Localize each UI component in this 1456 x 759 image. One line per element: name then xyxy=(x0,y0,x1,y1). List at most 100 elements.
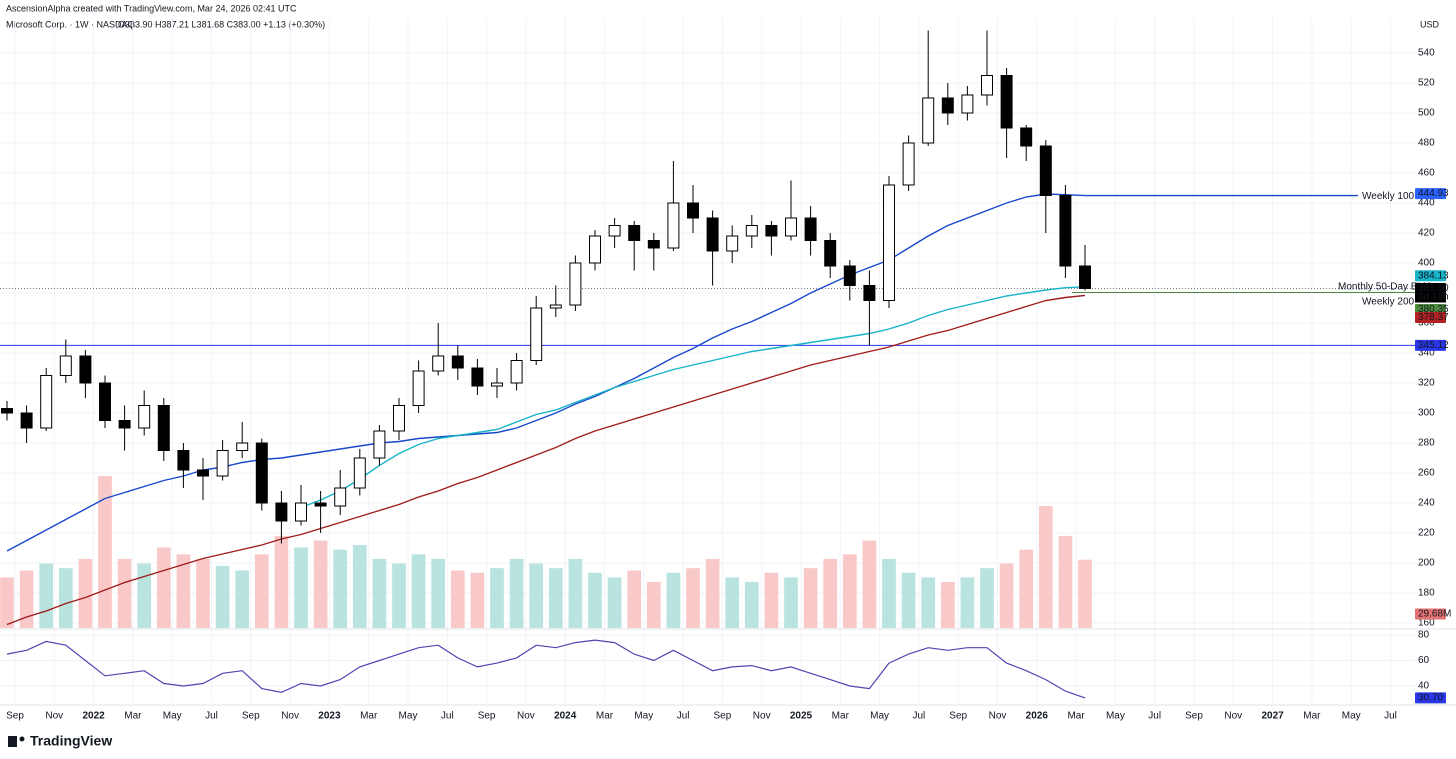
volume-bar xyxy=(509,558,524,628)
volume-bar xyxy=(0,577,14,628)
candle-body xyxy=(20,412,33,429)
legend-label: Weekly 100 xyxy=(1362,191,1415,202)
ma-line xyxy=(6,294,1086,626)
price-label: 444.93 xyxy=(1418,188,1449,199)
volume-bar xyxy=(254,554,269,628)
candle-body xyxy=(804,217,817,241)
x-tick-label: Mar xyxy=(1303,711,1321,722)
x-tick-label: May xyxy=(1106,711,1125,722)
candle-body xyxy=(569,262,582,306)
rsi-tick-label: 40 xyxy=(1418,681,1430,692)
candle-body xyxy=(412,370,425,407)
candle-body xyxy=(608,224,621,237)
volume-bar xyxy=(705,558,720,628)
candle-body xyxy=(1059,194,1072,267)
x-tick-label: Mar xyxy=(360,711,378,722)
x-tick-label: Sep xyxy=(6,711,24,722)
volume-label: 29.68M xyxy=(1418,609,1451,620)
candle-body xyxy=(902,142,915,186)
y-tick-label: 440 xyxy=(1418,198,1435,209)
volume-bar xyxy=(196,558,210,628)
x-tick-label: Sep xyxy=(478,711,496,722)
rsi-label-box xyxy=(1415,692,1446,704)
credit: AscensionAlpha created with TradingView.… xyxy=(6,3,297,13)
candle-body xyxy=(1020,127,1033,147)
volume-bar xyxy=(470,572,485,628)
support-label-box xyxy=(1415,339,1446,351)
volume-bar xyxy=(411,554,426,628)
y-tick-label: 480 xyxy=(1418,138,1435,149)
x-tick-label: Mar xyxy=(832,711,850,722)
volume-bar xyxy=(450,570,465,628)
x-tick-label: 2023 xyxy=(318,711,341,722)
volume-bar xyxy=(313,540,328,628)
chart-title: Microsoft Corp. · 1W · NASDAQ xyxy=(6,19,135,29)
volume-bar xyxy=(156,547,171,628)
countdown: 3d 18h xyxy=(1418,292,1449,303)
volume-bar xyxy=(666,572,681,628)
volume-bar xyxy=(960,577,975,628)
price-label-box xyxy=(1415,188,1446,200)
y-tick-label: 180 xyxy=(1418,588,1435,599)
x-tick-label: Jul xyxy=(677,711,690,722)
candle-body xyxy=(922,97,935,144)
candle-body xyxy=(549,304,562,309)
candle-body xyxy=(824,239,837,267)
candle-body xyxy=(99,382,111,422)
x-tick-label: Jul xyxy=(1148,711,1161,722)
x-tick-label: Mar xyxy=(1067,711,1085,722)
legend-label: Monthly 50-Day EMA xyxy=(1338,282,1433,293)
volume-bar xyxy=(940,581,955,628)
x-tick-label: May xyxy=(163,711,182,722)
candle-body xyxy=(961,94,974,114)
x-tick-label: Nov xyxy=(1224,711,1242,722)
volume-bar xyxy=(117,558,132,628)
y-tick-label: 320 xyxy=(1418,378,1435,389)
x-tick-label: Jul xyxy=(913,711,926,722)
rsi-tick-label: 80 xyxy=(1418,630,1430,641)
candle-body xyxy=(432,355,445,372)
logo-mark xyxy=(8,736,17,747)
x-tick-label: 2024 xyxy=(554,711,577,722)
x-tick-label: Jul xyxy=(205,711,218,722)
x-tick-label: Nov xyxy=(753,711,771,722)
x-tick-label: Nov xyxy=(989,711,1007,722)
volume-bar xyxy=(921,577,936,628)
rsi-line xyxy=(6,639,1086,699)
volume-bar xyxy=(431,558,446,628)
y-tick-label: 360 xyxy=(1418,318,1435,329)
volume-bar xyxy=(842,554,857,628)
volume-bar xyxy=(882,558,896,628)
volume-bar xyxy=(823,558,838,628)
candle-body xyxy=(236,442,249,452)
x-tick-label: Nov xyxy=(517,711,535,722)
candle-body xyxy=(334,487,347,507)
volume-bar xyxy=(1058,535,1073,628)
candle-body xyxy=(589,235,601,264)
rsi-tick-label: 60 xyxy=(1418,655,1430,666)
volume-bar xyxy=(588,572,602,628)
price-label: 383.00 xyxy=(1418,283,1449,294)
volume-bar xyxy=(568,558,583,628)
brand: TradingView xyxy=(30,733,112,749)
candle-body xyxy=(79,355,92,384)
candle-body xyxy=(706,217,719,252)
candle-body xyxy=(59,355,72,377)
candle-body xyxy=(451,355,464,369)
volume-bar xyxy=(137,563,152,628)
volume-bar xyxy=(686,568,700,628)
candle-body xyxy=(510,360,523,384)
candle-body xyxy=(726,235,739,252)
volume-bar xyxy=(646,581,661,628)
candle-body xyxy=(118,420,131,429)
x-tick-label: Sep xyxy=(242,711,260,722)
volume-bar xyxy=(235,570,250,628)
x-tick-label: Nov xyxy=(281,711,299,722)
volume-label-box xyxy=(1415,608,1446,620)
y-tick-label: 500 xyxy=(1418,108,1435,119)
candle-body xyxy=(883,184,895,301)
volume-bar xyxy=(548,568,563,628)
volume-bar xyxy=(1078,559,1092,628)
x-tick-label: Mar xyxy=(124,711,142,722)
candle-body xyxy=(314,502,327,507)
